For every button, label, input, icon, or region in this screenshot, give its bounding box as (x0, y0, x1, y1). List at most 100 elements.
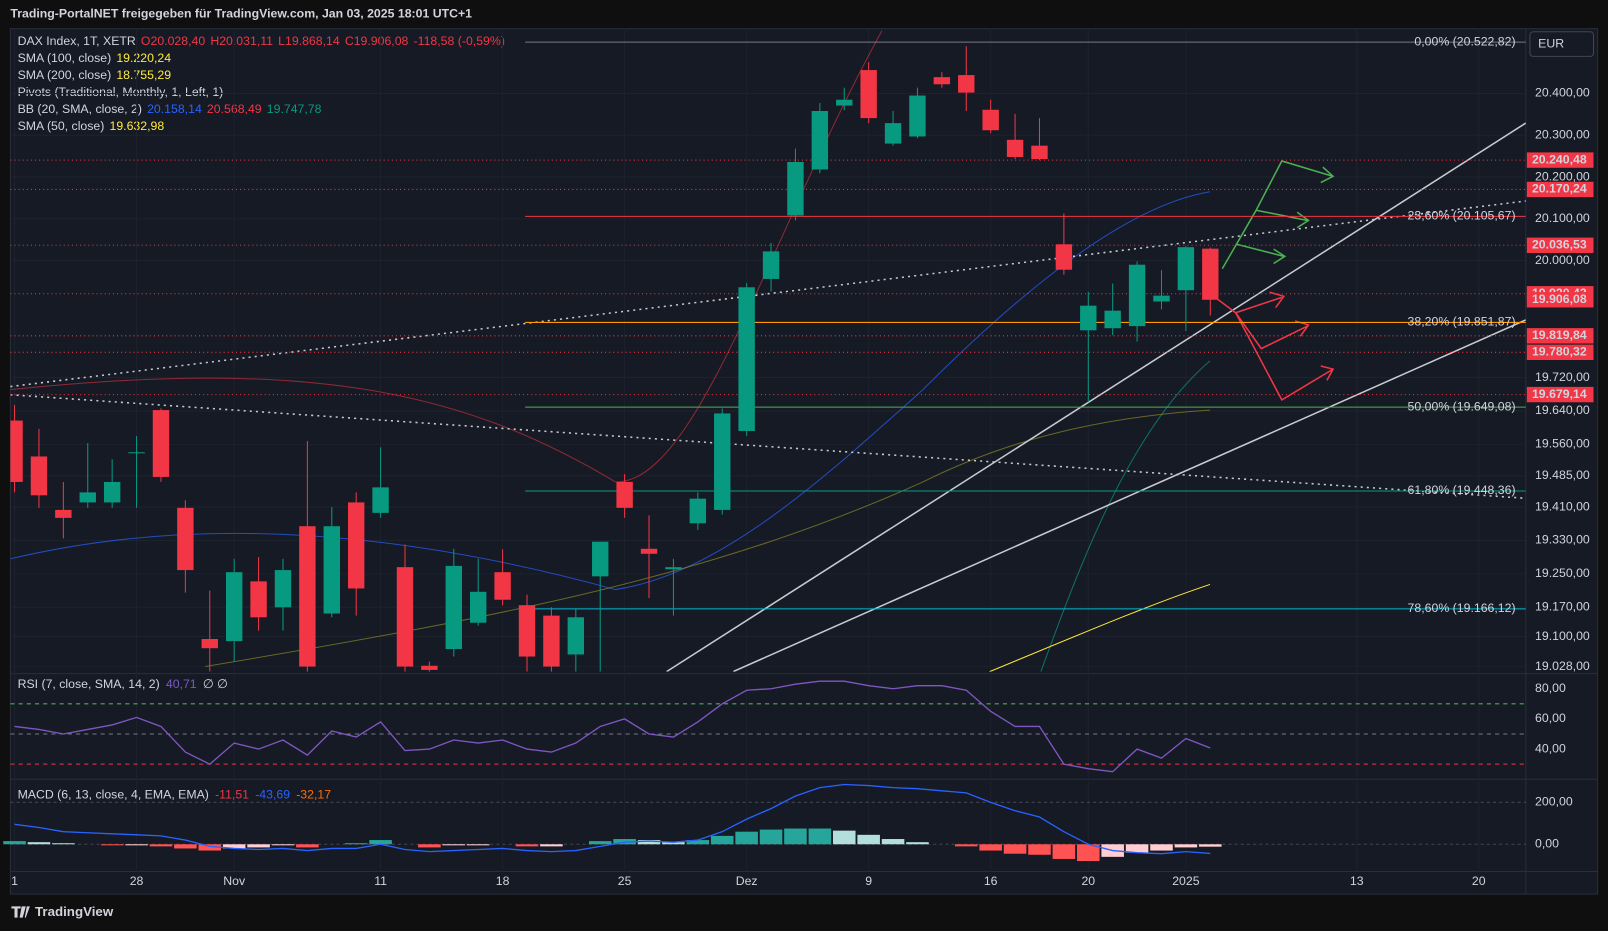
candle-body (616, 481, 633, 508)
candle-body (347, 502, 365, 589)
y-tick-label: 20.400,00 (1535, 86, 1590, 100)
macd-histogram-bar (3, 841, 26, 845)
legend-title: SMA (50, close) (18, 119, 105, 133)
candle-body (372, 487, 389, 513)
macd-histogram-bar (979, 844, 1002, 851)
candle-body (811, 111, 829, 170)
candle-body (152, 410, 170, 477)
y-tick-label: 19.170,00 (1535, 600, 1590, 614)
bb-basis (10, 191, 1211, 591)
candle-body (518, 605, 536, 657)
rsi-title: RSI (7, close, SMA, 14, 2) (18, 677, 160, 691)
trendline (732, 319, 1526, 672)
candle-body (494, 572, 511, 600)
macd-histogram-bar (369, 840, 392, 845)
candle-body (177, 507, 194, 571)
macd-histogram-bar (637, 840, 661, 845)
price-tag-label: 20.036,53 (1532, 238, 1587, 252)
price-tag-label: 19.679,14 (1532, 387, 1587, 401)
fib-label: 61,80% (19.448,36) (1408, 483, 1516, 497)
y-tick-label: 20.000,00 (1535, 253, 1590, 267)
macd-histogram-bar (198, 844, 222, 851)
y-tick-label: 19.720,00 (1535, 370, 1590, 384)
macd-tick-label: 0,00 (1535, 837, 1559, 851)
macd-tick-label: 200,00 (1535, 795, 1573, 809)
legend-value: 20.158,14 (147, 102, 202, 116)
price-tag (1526, 181, 1594, 198)
candle-body (787, 161, 804, 216)
candle-body (738, 287, 755, 431)
legend-value: C19.906,08 (345, 34, 409, 48)
legend-title: SMA (200, close) (18, 68, 112, 82)
macd-histogram-bar (784, 828, 807, 845)
macd-value: -43,69 (255, 788, 290, 802)
macd-histogram-bar (735, 831, 758, 845)
macd-histogram-bar (418, 844, 441, 848)
candle-body (1104, 310, 1121, 329)
currency-button[interactable] (1529, 31, 1595, 57)
x-tick-label: 11 (374, 874, 387, 888)
legend-row: SMA (200, close) 18.755,29 (18, 68, 172, 82)
macd-value: -11,51 (215, 788, 249, 802)
legend-value: H20.031,11 (210, 34, 273, 48)
candle-body (55, 509, 72, 518)
price-tag-label: 19.819,84 (1532, 328, 1587, 342)
candle-body (860, 70, 877, 119)
x-tick-label: 13 (1350, 874, 1364, 888)
x-tick-label: Dez (736, 874, 758, 888)
price-tag-label: 20.240,48 (1532, 152, 1587, 166)
candle-body (1080, 305, 1097, 331)
y-tick-label: 20.300,00 (1535, 127, 1590, 141)
macd-histogram-bar (247, 844, 270, 848)
candle-body (958, 75, 975, 93)
brand-logo (11, 906, 30, 918)
macd-histogram-bar (710, 835, 734, 845)
candle-body (1153, 295, 1170, 302)
macd-value: -32,17 (296, 788, 331, 802)
x-tick-label: 20 (1472, 874, 1486, 888)
candle-body (323, 526, 340, 614)
candle-body (909, 95, 926, 137)
price-tag (1526, 237, 1594, 253)
candle-body (543, 615, 560, 667)
macd-histogram-bar (296, 844, 319, 848)
legend-value: 19.220,24 (116, 51, 171, 65)
candle-body (1055, 244, 1073, 270)
macd-histogram-bar (344, 843, 368, 845)
candle-body (1128, 264, 1146, 327)
legend-row: BB (20, SMA, close, 2) 20.158,14 20.568,49… (18, 102, 322, 116)
bb-upper (10, 30, 883, 483)
candle-body (592, 541, 609, 577)
legend-value: 19.747,78 (267, 102, 322, 116)
macd-histogram-bar (515, 844, 539, 847)
macd-title: MACD (6, 13, close, 4, EMA, EMA) (18, 788, 209, 802)
x-tick-label: Nov (223, 874, 246, 888)
trendline-dotted (10, 200, 1526, 388)
x-tick-label: 20 (1081, 874, 1095, 888)
price-tag-label: 20.170,24 (1532, 182, 1587, 196)
legend-row: SMA (50, close) 19.632,98 (18, 119, 165, 133)
candle-body (665, 567, 682, 570)
y-tick-label: 19.410,00 (1535, 499, 1590, 513)
drawings (10, 30, 1526, 672)
price-tag (1526, 386, 1594, 403)
candle-body (933, 77, 951, 85)
candle-body (1006, 139, 1024, 157)
macd-legend: MACD (6, 13, close, 4, EMA, EMA) -11,51 -4… (18, 788, 332, 802)
rsi-legend: RSI (7, close, SMA, 14, 2) 40,71 ∅ ∅ (18, 677, 228, 691)
macd-histogram-bar (759, 829, 783, 845)
macd-histogram-bar (1125, 844, 1149, 853)
x-tick-label: 1 (11, 874, 18, 888)
macd-histogram-bar (954, 844, 978, 847)
macd-histogram-bar (1150, 844, 1173, 851)
candle-body (567, 617, 585, 655)
price-tag (1526, 292, 1594, 308)
y-tick-label: 20.100,00 (1535, 211, 1590, 225)
macd-histogram-bar (1174, 844, 1198, 848)
macd-histogram-bar (174, 844, 197, 849)
macd-histogram-bar (808, 828, 832, 845)
x-tick-label: 2025 (1172, 874, 1200, 888)
macd-histogram-bar (100, 844, 124, 846)
candle-body (299, 526, 316, 667)
candle-body (225, 572, 243, 642)
